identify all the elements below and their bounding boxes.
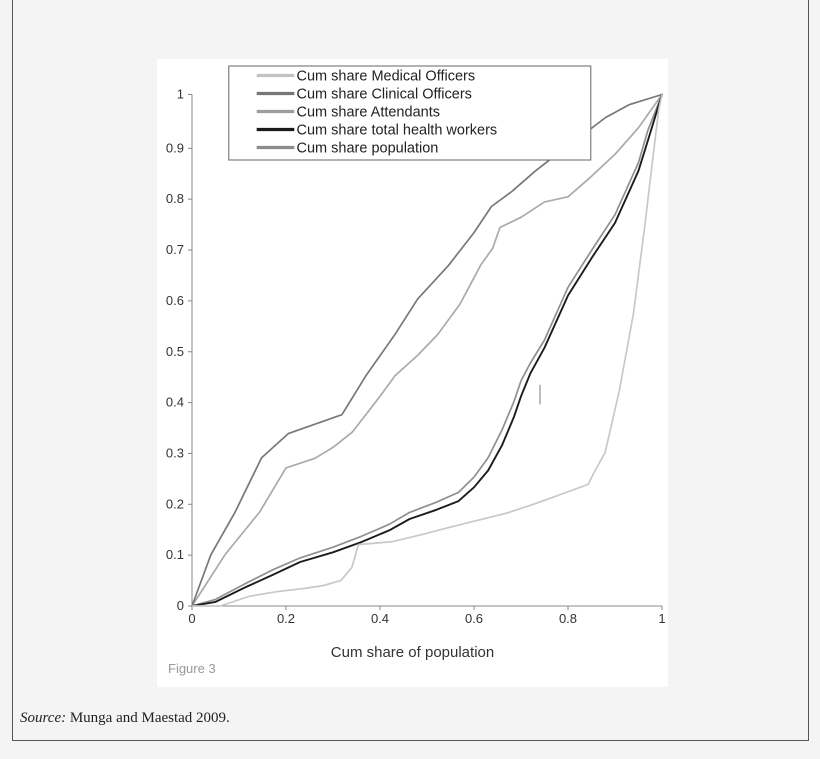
svg-text:0.2: 0.2	[166, 496, 184, 511]
svg-text:Cum share Clinical Officers: Cum share Clinical Officers	[297, 87, 472, 103]
svg-text:Cum share population: Cum share population	[297, 141, 439, 157]
svg-text:0.4: 0.4	[371, 611, 389, 626]
svg-text:0: 0	[188, 611, 195, 626]
svg-text:0.8: 0.8	[166, 191, 184, 206]
svg-text:Cum share Attendants: Cum share Attendants	[297, 105, 440, 121]
svg-text:0: 0	[177, 598, 184, 613]
svg-text:0.6: 0.6	[465, 611, 483, 626]
svg-text:0.7: 0.7	[166, 242, 184, 257]
svg-text:1: 1	[658, 611, 665, 626]
svg-text:0.5: 0.5	[166, 344, 184, 359]
svg-text:0.3: 0.3	[166, 445, 184, 460]
svg-text:0.9: 0.9	[166, 140, 184, 155]
svg-text:0.8: 0.8	[559, 611, 577, 626]
svg-text:Cum share total health workers: Cum share total health workers	[297, 123, 498, 139]
svg-text:0.4: 0.4	[166, 395, 184, 410]
svg-text:0.6: 0.6	[166, 293, 184, 308]
svg-text:0.1: 0.1	[166, 547, 184, 562]
svg-text:Cum share Medical Officers: Cum share Medical Officers	[297, 69, 476, 85]
svg-text:0.2: 0.2	[277, 611, 295, 626]
svg-text:1: 1	[177, 87, 184, 102]
